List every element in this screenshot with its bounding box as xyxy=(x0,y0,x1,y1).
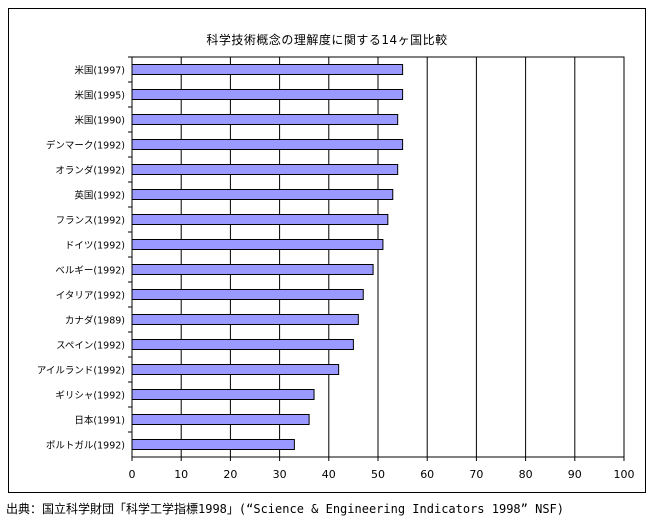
x-tick-label: 90 xyxy=(568,468,582,481)
x-tick-label: 40 xyxy=(322,468,336,481)
category-label: イタリア(1992) xyxy=(56,291,125,302)
x-tick-label: 0 xyxy=(129,468,136,481)
category-label: カナダ(1989) xyxy=(65,315,125,327)
x-tick-labels: 0 10 20 30 40 50 60 70 80 90 100 xyxy=(129,468,635,481)
category-label: フランス(1992) xyxy=(56,216,125,227)
bar xyxy=(131,114,399,125)
category-label: 英国(1992) xyxy=(74,190,125,202)
category-label: デンマーク(1992) xyxy=(46,140,125,152)
bars xyxy=(131,64,404,450)
x-tick-label: 50 xyxy=(371,468,385,481)
category-label: ドイツ(1992) xyxy=(65,241,125,252)
bar-chart: 米国(1997) 米国(1995) 米国(1990) デンマーク(1992) オランダ(… xyxy=(37,56,635,481)
bar xyxy=(131,214,389,225)
category-label: ポルトガル(1992) xyxy=(46,441,125,452)
bar xyxy=(131,189,394,200)
x-tick-label: 30 xyxy=(273,468,287,481)
x-tick-label: 100 xyxy=(614,468,635,481)
bar xyxy=(131,139,404,150)
x-tick-label: 20 xyxy=(223,468,237,481)
bar xyxy=(131,389,315,400)
bar xyxy=(131,164,399,175)
category-label: アイルランド(1992) xyxy=(37,366,125,377)
bar xyxy=(131,239,384,250)
bar xyxy=(131,414,310,425)
x-tick-label: 70 xyxy=(469,468,483,481)
category-label: ギリシャ(1992) xyxy=(55,391,125,402)
bar xyxy=(131,314,359,325)
category-label: 米国(1995) xyxy=(74,90,125,102)
category-label: 米国(1997) xyxy=(74,65,125,77)
category-label: スペイン(1992) xyxy=(56,341,125,352)
category-label: 米国(1990) xyxy=(74,115,125,127)
bar xyxy=(131,339,354,350)
category-label: ベルギー(1992) xyxy=(55,266,125,277)
bar xyxy=(131,64,404,75)
bar xyxy=(131,364,340,375)
bar xyxy=(131,289,364,300)
category-label: オランダ(1992) xyxy=(55,165,125,177)
x-tick-label: 80 xyxy=(519,468,533,481)
category-labels: 米国(1997) 米国(1995) 米国(1990) デンマーク(1992) オランダ(… xyxy=(37,65,125,452)
x-tick-label: 10 xyxy=(174,468,188,481)
source-note: 出典：国立科学財団「科学工学指標1998」(“Science & Enginee… xyxy=(6,502,565,516)
bar xyxy=(131,439,295,450)
bar xyxy=(131,89,404,100)
category-label: 日本(1991) xyxy=(74,415,125,427)
bar xyxy=(131,264,374,275)
x-tick-label: 60 xyxy=(420,468,434,481)
chart-title: 科学技術概念の理解度に関する14ヶ国比較 xyxy=(206,33,448,47)
